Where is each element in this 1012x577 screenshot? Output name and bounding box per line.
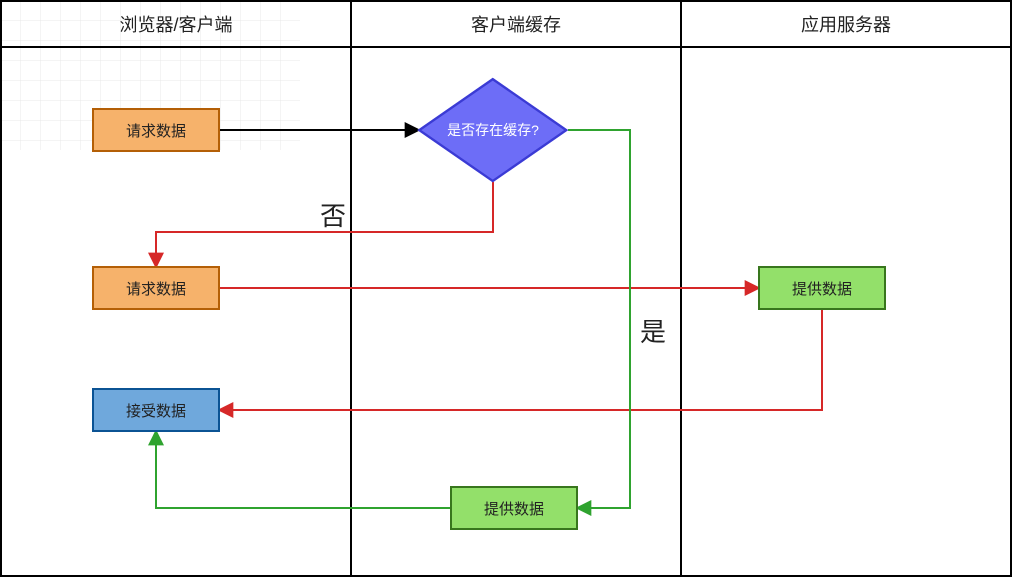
lane-header: 浏览器/客户端 客户端缓存 应用服务器: [0, 0, 1012, 48]
node-prov: 提供数据: [450, 486, 578, 530]
lane-header-browser: 浏览器/客户端: [2, 2, 352, 46]
flowchart-canvas: 浏览器/客户端 客户端缓存 应用服务器 请求数据是否存在缓存?请求数据提供数据接…: [0, 0, 1012, 577]
lane-header-cache: 客户端缓存: [352, 2, 682, 46]
lane-header-server: 应用服务器: [682, 2, 1010, 46]
lane-divider-2: [680, 48, 682, 577]
node-srv: 提供数据: [758, 266, 886, 310]
node-recv: 接受数据: [92, 388, 220, 432]
node-req1: 请求数据: [92, 108, 220, 152]
node-cache-label: 是否存在缓存?: [418, 78, 568, 182]
lane-divider-1: [350, 48, 352, 577]
node-req2: 请求数据: [92, 266, 220, 310]
edge-label-e-cache-no: 否: [320, 196, 346, 233]
node-cache: 是否存在缓存?: [418, 78, 568, 182]
edge-label-e-cache-yes: 是: [640, 312, 666, 349]
